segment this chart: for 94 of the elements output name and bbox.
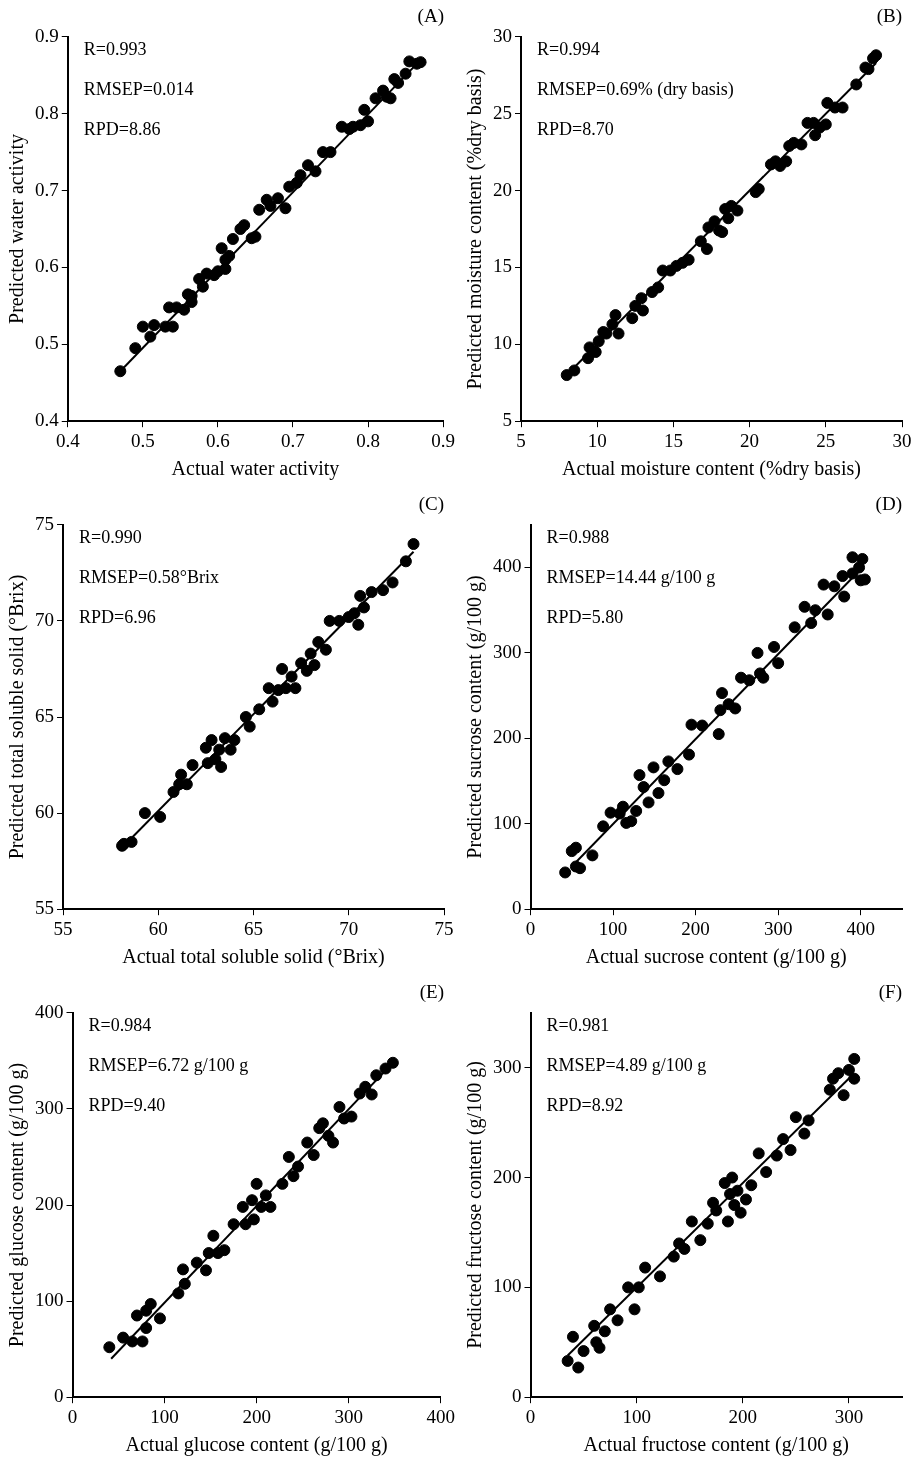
x-tick-label: 20 [740,429,760,451]
chart-title: (D) [875,493,902,516]
x-tick-label: 10 [587,429,607,451]
x-tick-label: 0 [67,1405,78,1427]
chart-title: (C) [418,493,444,516]
x-tick-label: 0.9 [431,429,455,451]
annotation: R=0.988 [546,526,610,547]
x-tick-label: 25 [816,429,836,451]
y-tick-label: 75 [35,512,54,534]
x-tick-label: 400 [426,1405,455,1427]
x-tick-label: 300 [763,917,793,939]
annotation: R=0.993 [83,38,147,59]
annotation: R=0.990 [79,526,142,547]
y-tick-label: 200 [493,726,522,748]
y-tick-label: 0.8 [35,101,59,123]
x-tick-label: 100 [622,1405,651,1427]
annotation: RPD=8.92 [546,1094,624,1115]
y-tick-label: 0.6 [35,255,59,277]
annotation: RPD=5.80 [546,606,624,627]
annotation: RMSEP=0.69% (dry basis) [537,78,734,100]
x-tick-label: 200 [728,1405,758,1427]
x-tick-label: 0.4 [55,429,81,451]
y-tick-label: 0 [54,1385,64,1407]
x-tick-label: 0.5 [130,429,155,451]
y-tick-label: 100 [493,811,522,833]
y-tick-label: 400 [35,1000,64,1022]
annotation: RMSEP=14.44 g/100 g [546,566,716,587]
y-tick-label: 55 [35,897,54,919]
annotation: RPD=8.86 [83,118,161,139]
y-tick-label: 400 [493,555,522,577]
y-tick-label: 5 [502,409,512,431]
y-tick-label: 0.5 [35,332,59,354]
y-tick-label: 60 [35,801,54,823]
x-tick-label: 65 [244,917,263,939]
chart-title: (E) [419,981,444,1004]
y-tick-label: 200 [35,1192,64,1214]
annotation: RMSEP=0.014 [83,78,194,99]
x-axis-title: Actual moisture content (%dry basis) [562,457,861,481]
annotation: RMSEP=0.58°Brix [79,566,219,587]
y-axis-title: Predicted total soluble solid (°Brix) [5,574,29,860]
y-tick-label: 15 [493,255,512,277]
y-tick-label: 100 [493,1275,522,1297]
x-tick-label: 0.6 [206,429,230,451]
chart-title: (A) [417,5,444,28]
annotation: RPD=6.96 [79,606,156,627]
x-axis-title: Actual fructose content (g/100 g) [583,1433,849,1457]
x-tick-label: 300 [834,1405,864,1427]
x-tick-label: 0.8 [356,429,380,451]
y-axis-title: Predicted moisture content (%dry basis) [463,68,487,390]
x-tick-label: 30 [892,429,912,451]
y-tick-label: 0.7 [35,178,59,200]
y-tick-label: 65 [35,704,54,726]
annotation: R=0.981 [546,1014,610,1035]
y-tick-label: 0.9 [35,24,59,46]
y-tick-label: 300 [493,1055,522,1077]
x-tick-label: 15 [663,429,683,451]
annotation: RMSEP=4.89 g/100 g [546,1054,707,1075]
x-tick-label: 200 [242,1405,271,1427]
y-tick-label: 10 [493,332,512,354]
y-tick-label: 30 [493,24,512,46]
chart-title: (F) [878,981,902,1004]
x-tick-label: 300 [334,1405,363,1427]
x-tick-label: 100 [150,1405,179,1427]
y-axis-title: Predicted fructose content (g/100 g) [463,1061,487,1349]
x-axis-title: Actual glucose content (g/100 g) [125,1433,388,1457]
x-tick-label: 400 [846,917,875,939]
y-tick-label: 0.4 [35,409,60,431]
annotation: RPD=9.40 [88,1094,166,1115]
annotation: R=0.984 [88,1014,152,1035]
y-tick-label: 100 [35,1289,64,1311]
y-axis-title: Predicted sucrose content (g/100 g) [463,575,487,859]
y-tick-label: 70 [35,608,54,630]
y-axis-title: Predicted water activity [5,134,29,324]
annotation: RMSEP=6.72 g/100 g [88,1054,249,1075]
y-tick-label: 0 [512,897,522,919]
annotation: R=0.994 [537,38,600,59]
y-axis-title: Predicted glucose content (g/100 g) [5,1062,29,1348]
x-tick-label: 100 [598,917,628,939]
y-tick-label: 0 [512,1385,522,1407]
y-tick-label: 20 [493,178,512,200]
x-tick-label: 75 [434,917,454,939]
y-tick-label: 300 [493,640,522,662]
annotation: RPD=8.70 [537,118,614,139]
y-tick-label: 200 [493,1165,522,1187]
x-tick-label: 60 [148,917,168,939]
y-tick-label: 300 [35,1096,64,1118]
x-axis-title: Actual sucrose content (g/100 g) [585,945,847,969]
y-tick-label: 25 [493,101,512,123]
chart-title: (B) [876,5,902,28]
x-tick-label: 70 [339,917,359,939]
x-tick-label: 200 [681,917,710,939]
x-axis-title: Actual water activity [171,457,340,481]
x-tick-label: 0.7 [281,429,305,451]
x-axis-title: Actual total soluble solid (°Brix) [122,945,385,969]
